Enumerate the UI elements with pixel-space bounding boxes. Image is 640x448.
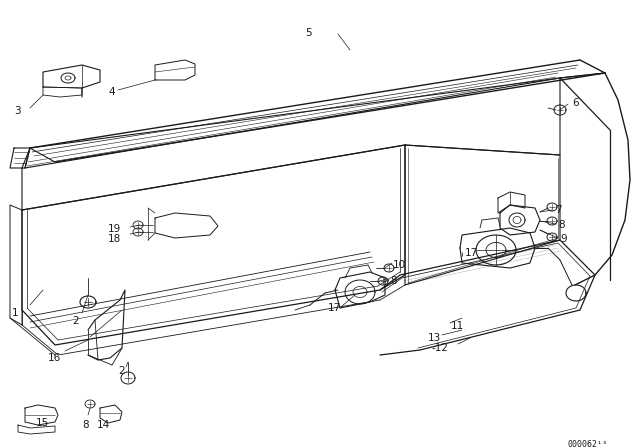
Text: 17: 17	[328, 303, 341, 313]
Text: -12: -12	[432, 343, 449, 353]
Text: 9: 9	[560, 234, 566, 244]
Text: 18: 18	[108, 234, 121, 244]
Text: 2: 2	[72, 316, 79, 326]
Text: 8: 8	[558, 220, 564, 230]
Text: 10: 10	[393, 260, 406, 270]
Text: 8: 8	[82, 420, 88, 430]
Text: 1: 1	[12, 308, 19, 318]
Text: 17: 17	[465, 248, 478, 258]
Text: 13: 13	[428, 333, 441, 343]
Text: 000062¹³: 000062¹³	[568, 440, 608, 448]
Text: 16: 16	[48, 353, 61, 363]
Text: 15: 15	[36, 418, 49, 428]
Text: 8: 8	[390, 276, 397, 286]
Text: 14: 14	[97, 420, 110, 430]
Text: 3: 3	[14, 106, 20, 116]
Text: 7: 7	[555, 205, 562, 215]
Text: 11: 11	[451, 321, 464, 331]
Text: 5: 5	[305, 28, 312, 38]
Text: 19: 19	[108, 224, 121, 234]
Text: 6: 6	[572, 98, 579, 108]
Text: 2: 2	[118, 366, 125, 376]
Text: 4: 4	[108, 87, 115, 97]
